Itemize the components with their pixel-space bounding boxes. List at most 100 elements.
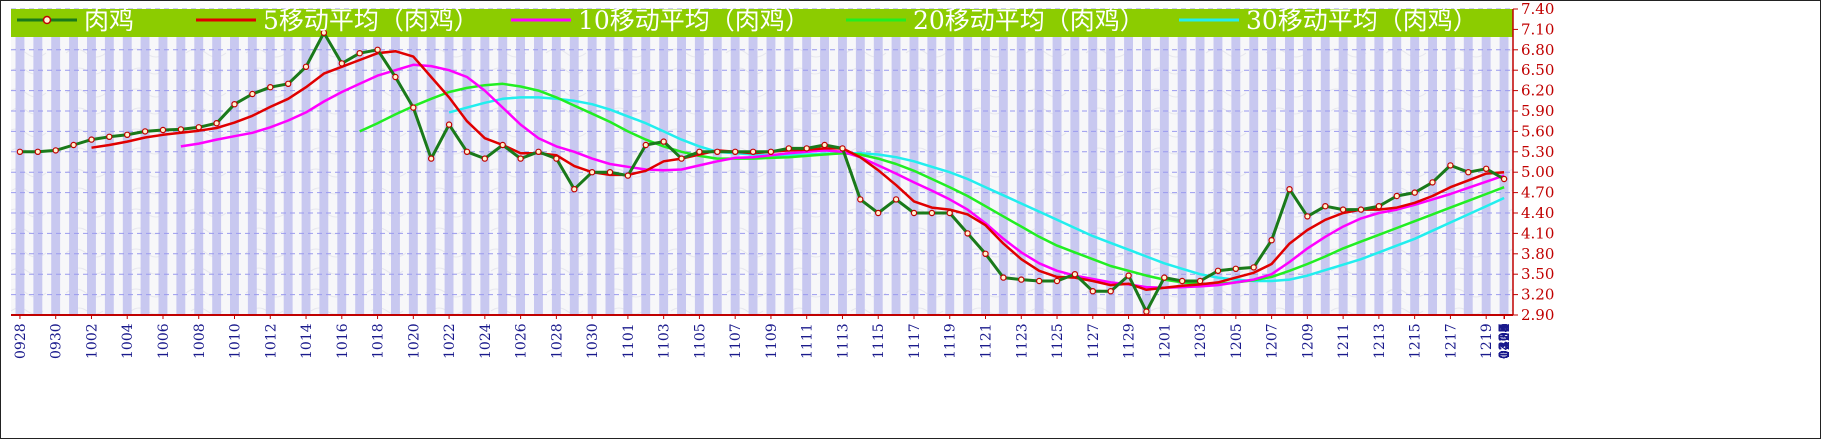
point-58 <box>1053 277 1061 285</box>
bar-80 <box>1445 37 1455 315</box>
x-tick-label-44: 1225 <box>1497 323 1513 359</box>
bar-0 <box>15 37 25 315</box>
bar-9 <box>176 37 186 315</box>
bar-62 <box>1124 37 1133 315</box>
point-38 <box>696 148 703 155</box>
x-tick-label-83: 0413 <box>1497 323 1513 359</box>
bar-28 <box>516 37 525 315</box>
point-69 <box>1250 264 1257 271</box>
bar-76 <box>1374 37 1384 315</box>
bar-46 <box>838 37 847 315</box>
bar-17 <box>319 37 329 315</box>
legend: 肉鸡 5移动平均（肉鸡） 10移动平均（肉鸡） 20移动平均（肉鸡） 30移动平均（肉鸡… <box>17 6 1478 35</box>
bar-15 <box>283 37 293 315</box>
point-57 <box>1035 277 1043 285</box>
bars-layer <box>15 37 1509 315</box>
point-6 <box>123 131 131 138</box>
point-82 <box>1482 165 1490 172</box>
y-tick-label-8: 5.00 <box>1521 163 1554 181</box>
y-tick-label-9: 4.70 <box>1521 184 1554 202</box>
bar-47 <box>855 37 865 315</box>
x-tick-label-15: 1028 <box>549 323 565 359</box>
x-tick-label-20: 1107 <box>728 323 744 359</box>
x-tick-label-55: 0116 <box>1497 323 1513 359</box>
y-tick-label-3: 6.50 <box>1521 61 1554 79</box>
bar-68 <box>1231 37 1241 315</box>
y-tick-label-15: 2.90 <box>1521 306 1554 324</box>
point-83 <box>1500 175 1508 183</box>
x-tick-label-71: 0320 <box>1497 323 1513 359</box>
point-80 <box>1447 162 1454 169</box>
x-tick-label-31: 1129 <box>1122 323 1138 359</box>
x-tick-label-11: 1020 <box>406 323 422 359</box>
bar-74 <box>1338 37 1348 315</box>
legend-label-4: 30移动平均（肉鸡） <box>1246 6 1478 35</box>
point-19 <box>356 50 363 57</box>
x-tick-label-39: 1215 <box>1408 323 1424 359</box>
point-71 <box>1286 185 1293 193</box>
x-tick-label-62: 0302 <box>1497 323 1513 359</box>
bar-36 <box>659 37 669 315</box>
point-60 <box>1089 288 1097 295</box>
x-tick-label-77: 0401 <box>1497 323 1513 359</box>
point-37 <box>678 155 685 162</box>
point-32 <box>588 168 596 176</box>
y-tick-label-13: 3.50 <box>1521 265 1554 283</box>
bar-58 <box>1052 37 1062 315</box>
point-55 <box>1000 274 1007 281</box>
x-tick-label-36: 1209 <box>1300 323 1316 359</box>
bar-61 <box>1106 37 1116 315</box>
point-14 <box>267 83 274 91</box>
y-tick-label-7: 5.30 <box>1521 143 1554 161</box>
point-41 <box>749 148 757 155</box>
x-tick-label-1: 0930 <box>49 323 65 359</box>
point-29 <box>535 148 542 155</box>
x-tick-label-34: 1205 <box>1229 323 1245 359</box>
point-20 <box>374 46 381 54</box>
point-43 <box>785 145 793 152</box>
x-tick-label-27: 1121 <box>979 323 995 359</box>
bar-23 <box>426 37 436 315</box>
point-5 <box>106 133 113 140</box>
x-tick-label-51: 0108 <box>1497 323 1513 359</box>
x-tick-label-21: 1109 <box>764 323 780 359</box>
x-tick-label-69: 0316 <box>1497 323 1513 359</box>
point-75 <box>1357 206 1365 213</box>
point-2 <box>52 147 59 154</box>
point-72 <box>1304 213 1311 220</box>
bar-81 <box>1463 37 1473 315</box>
point-13 <box>249 90 256 98</box>
y-tick-label-6: 5.60 <box>1521 122 1554 140</box>
bar-63 <box>1142 37 1151 315</box>
point-25 <box>463 148 471 155</box>
x-tick-label-35: 1207 <box>1265 323 1281 359</box>
point-28 <box>517 155 524 162</box>
legend-marker-0 <box>42 15 52 25</box>
series-line-1 <box>91 49 1505 292</box>
bar-24 <box>444 37 454 315</box>
bar-10 <box>194 37 204 315</box>
point-23 <box>428 155 435 162</box>
bar-43 <box>784 37 794 315</box>
x-tick-label-50: 0106 <box>1497 323 1513 359</box>
point-15 <box>285 80 292 88</box>
bar-53 <box>963 37 973 315</box>
x-tick-label-18: 1103 <box>657 323 673 359</box>
point-77 <box>1393 192 1401 200</box>
bar-6 <box>122 37 132 315</box>
point-49 <box>892 196 900 203</box>
y-tick-label-10: 4.40 <box>1521 204 1554 222</box>
x-tick-label-46: 1229 <box>1497 323 1513 359</box>
bar-78 <box>1410 37 1420 315</box>
x-tick-label-29: 1125 <box>1050 323 1066 359</box>
y-tick-label-1: 7.10 <box>1521 20 1554 38</box>
point-22 <box>410 104 417 111</box>
bar-3 <box>69 37 78 315</box>
bar-75 <box>1356 37 1366 315</box>
x-tick-label-25: 1117 <box>907 323 923 359</box>
point-70 <box>1268 236 1275 244</box>
bar-54 <box>981 37 990 315</box>
point-59 <box>1071 271 1079 278</box>
y-tick-label-2: 6.80 <box>1521 41 1554 59</box>
